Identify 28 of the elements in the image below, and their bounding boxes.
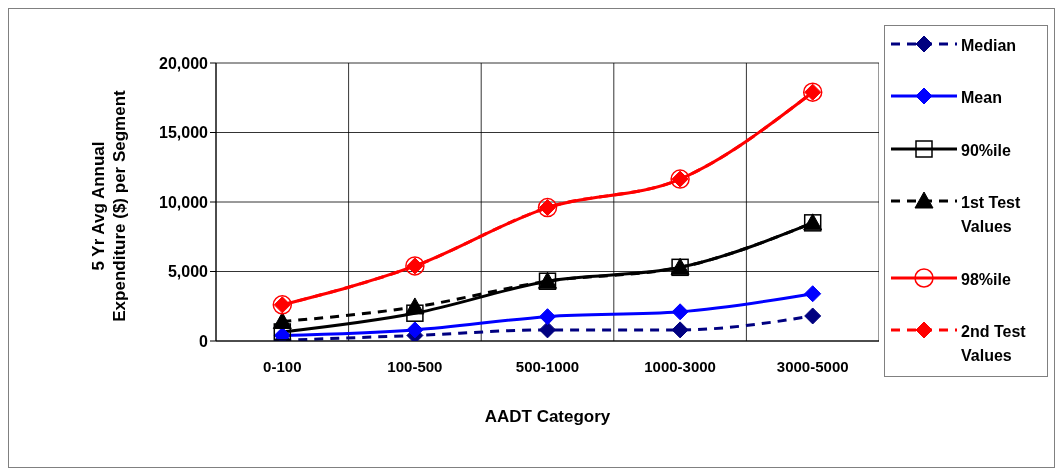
y-tick-label: 0 <box>199 332 209 350</box>
point <box>272 312 292 330</box>
y-tick-label: 5,000 <box>167 263 209 281</box>
x-tick-label: 1000-3000 <box>644 357 716 375</box>
point <box>406 304 424 322</box>
y-tick-label: 10,000 <box>159 193 209 211</box>
legend-label: 90%ile <box>961 140 1011 161</box>
x-tick-label: 500-1000 <box>515 357 580 375</box>
y-tick-label: 20,000 <box>159 54 209 72</box>
point <box>539 321 556 339</box>
x-tick-label: 100-500 <box>387 357 443 375</box>
legend-label: 2nd Test Values <box>961 321 1027 366</box>
point <box>405 297 425 315</box>
y-axis-title: 5 Yr Avg Annual Expenditure ($) per Segment <box>88 90 130 322</box>
y-tick-label: 15,000 <box>159 124 209 142</box>
legend-label: 1st Test Values <box>961 193 1022 238</box>
legend-label: Mean <box>961 88 1002 109</box>
point <box>671 303 689 321</box>
x-tick-label: 0-100 <box>263 357 302 375</box>
point <box>539 308 556 326</box>
x-axis-title: AADT Category <box>483 407 612 427</box>
legend-label: 98%ile <box>961 269 1011 290</box>
point <box>804 285 822 303</box>
point <box>804 307 822 325</box>
legend-label: Median <box>961 36 1017 56</box>
x-tick-label: 3000-5000 <box>776 357 849 375</box>
point <box>406 321 424 339</box>
point <box>671 321 689 339</box>
